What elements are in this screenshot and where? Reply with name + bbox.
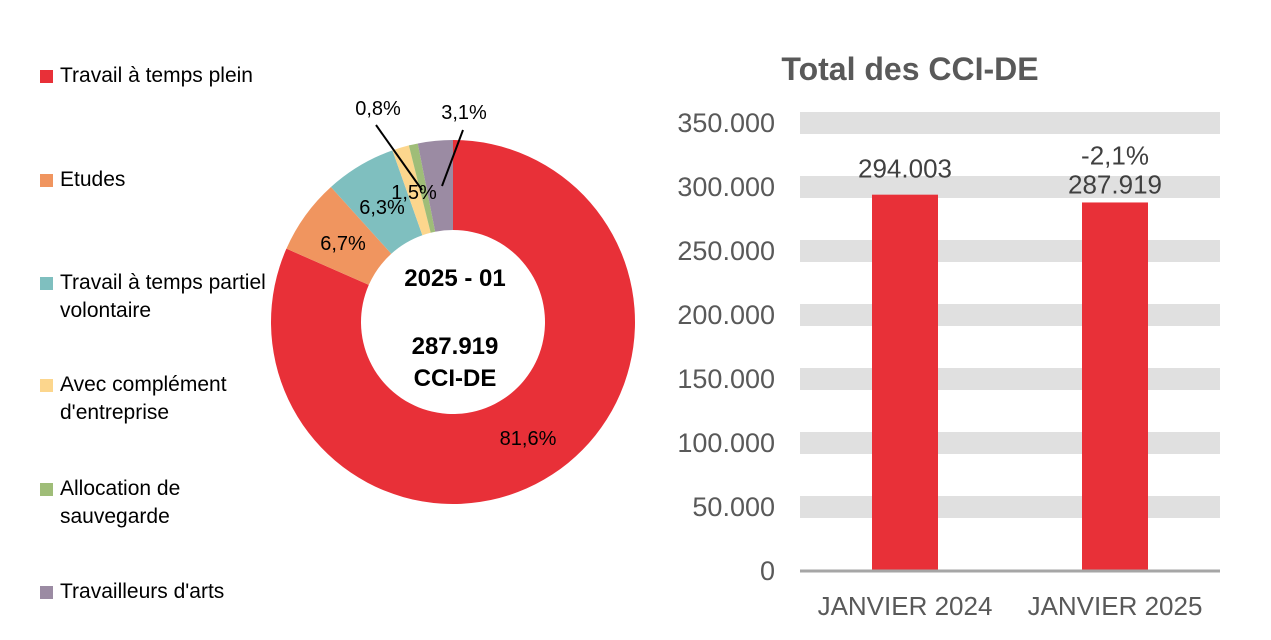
donut-slice: [408, 143, 436, 233]
bar-data-label: 294.003: [858, 154, 952, 184]
grid-band: [800, 432, 1220, 454]
legend-label: Travailleurs d'arts: [60, 580, 225, 603]
center-period: 2025 - 01: [404, 265, 505, 292]
donut-slice: [286, 187, 392, 285]
bars: [872, 194, 1148, 572]
bar: [872, 194, 938, 572]
legend-item-etudes: Etudes: [40, 166, 270, 194]
donut-slice: [271, 140, 635, 505]
legend-item-temps-plein: Travail à temps plein: [40, 62, 270, 90]
legend-label: Allocation de sauvegarde: [60, 477, 181, 528]
legend-swatch: [40, 379, 53, 392]
y-tick-label: 300.000: [677, 172, 775, 202]
donut-slice: [417, 140, 453, 232]
donut-slice: [330, 150, 423, 254]
y-tick-label: 50.000: [692, 492, 775, 522]
legend-label: Etudes: [60, 168, 126, 191]
slice-label: 6,7%: [320, 233, 366, 255]
legend-swatch: [40, 586, 53, 599]
y-tick-label: 200.000: [677, 300, 775, 330]
bar-chart-title: Total des CCI-DE: [781, 51, 1038, 87]
legend-swatch: [40, 277, 53, 290]
x-tick-label: JANVIER 2024: [818, 591, 993, 621]
legend-label: Travail à temps partiel volontaire: [60, 271, 266, 322]
legend-item-complement: Avec complément d'entreprise: [40, 371, 270, 427]
slice-label: 81,6%: [500, 428, 557, 450]
legend-item-temps-partiel: Travail à temps partiel volontaire: [40, 269, 270, 325]
y-tick-label: 100.000: [677, 428, 775, 458]
donut-center-text: 2025 - 01 287.919 CCI-DE: [404, 265, 505, 392]
grid-band: [800, 112, 1220, 134]
y-tick-label: 350.000: [677, 108, 775, 138]
slice-label: 0,8%: [355, 98, 401, 120]
change-label: -2,1%: [1081, 140, 1149, 170]
y-tick-label: 0: [760, 556, 775, 586]
slice-label: 6,3%: [359, 197, 405, 219]
y-axis-ticks: 0 50.000 100.000 150.000 200.000 250.000…: [677, 108, 775, 586]
bar-data-label: 287.919: [1068, 169, 1162, 199]
legend-label: Travail à temps plein: [60, 64, 253, 87]
legend-swatch: [40, 174, 53, 187]
donut-slice: [392, 145, 431, 236]
legend-item-arts: Travailleurs d'arts: [40, 578, 270, 606]
grid-band: [800, 368, 1220, 390]
legend-item-allocation: Allocation de sauvegarde: [40, 475, 220, 531]
bar: [1082, 202, 1148, 571]
grid-band: [800, 304, 1220, 326]
grid-band: [800, 496, 1220, 518]
legend-swatch: [40, 483, 53, 496]
leader-line: [441, 129, 464, 187]
pie-labels: 81,6% 6,7% 6,3% 1,5% 0,8% 3,1%: [320, 98, 556, 450]
y-tick-label: 150.000: [677, 364, 775, 394]
x-tick-label: JANVIER 2025: [1028, 591, 1203, 621]
grid-band: [800, 240, 1220, 262]
slice-label: 3,1%: [441, 102, 487, 124]
legend-label: Avec complément d'entreprise: [60, 373, 227, 424]
leader-line: [375, 124, 423, 191]
center-value: 287.919: [412, 333, 499, 360]
legend-swatch: [40, 70, 53, 83]
grid-band: [800, 176, 1220, 198]
donut-chart: [271, 140, 635, 505]
y-tick-label: 250.000: [677, 236, 775, 266]
center-unit: CCI-DE: [414, 365, 497, 392]
slice-label: 1,5%: [391, 182, 437, 204]
